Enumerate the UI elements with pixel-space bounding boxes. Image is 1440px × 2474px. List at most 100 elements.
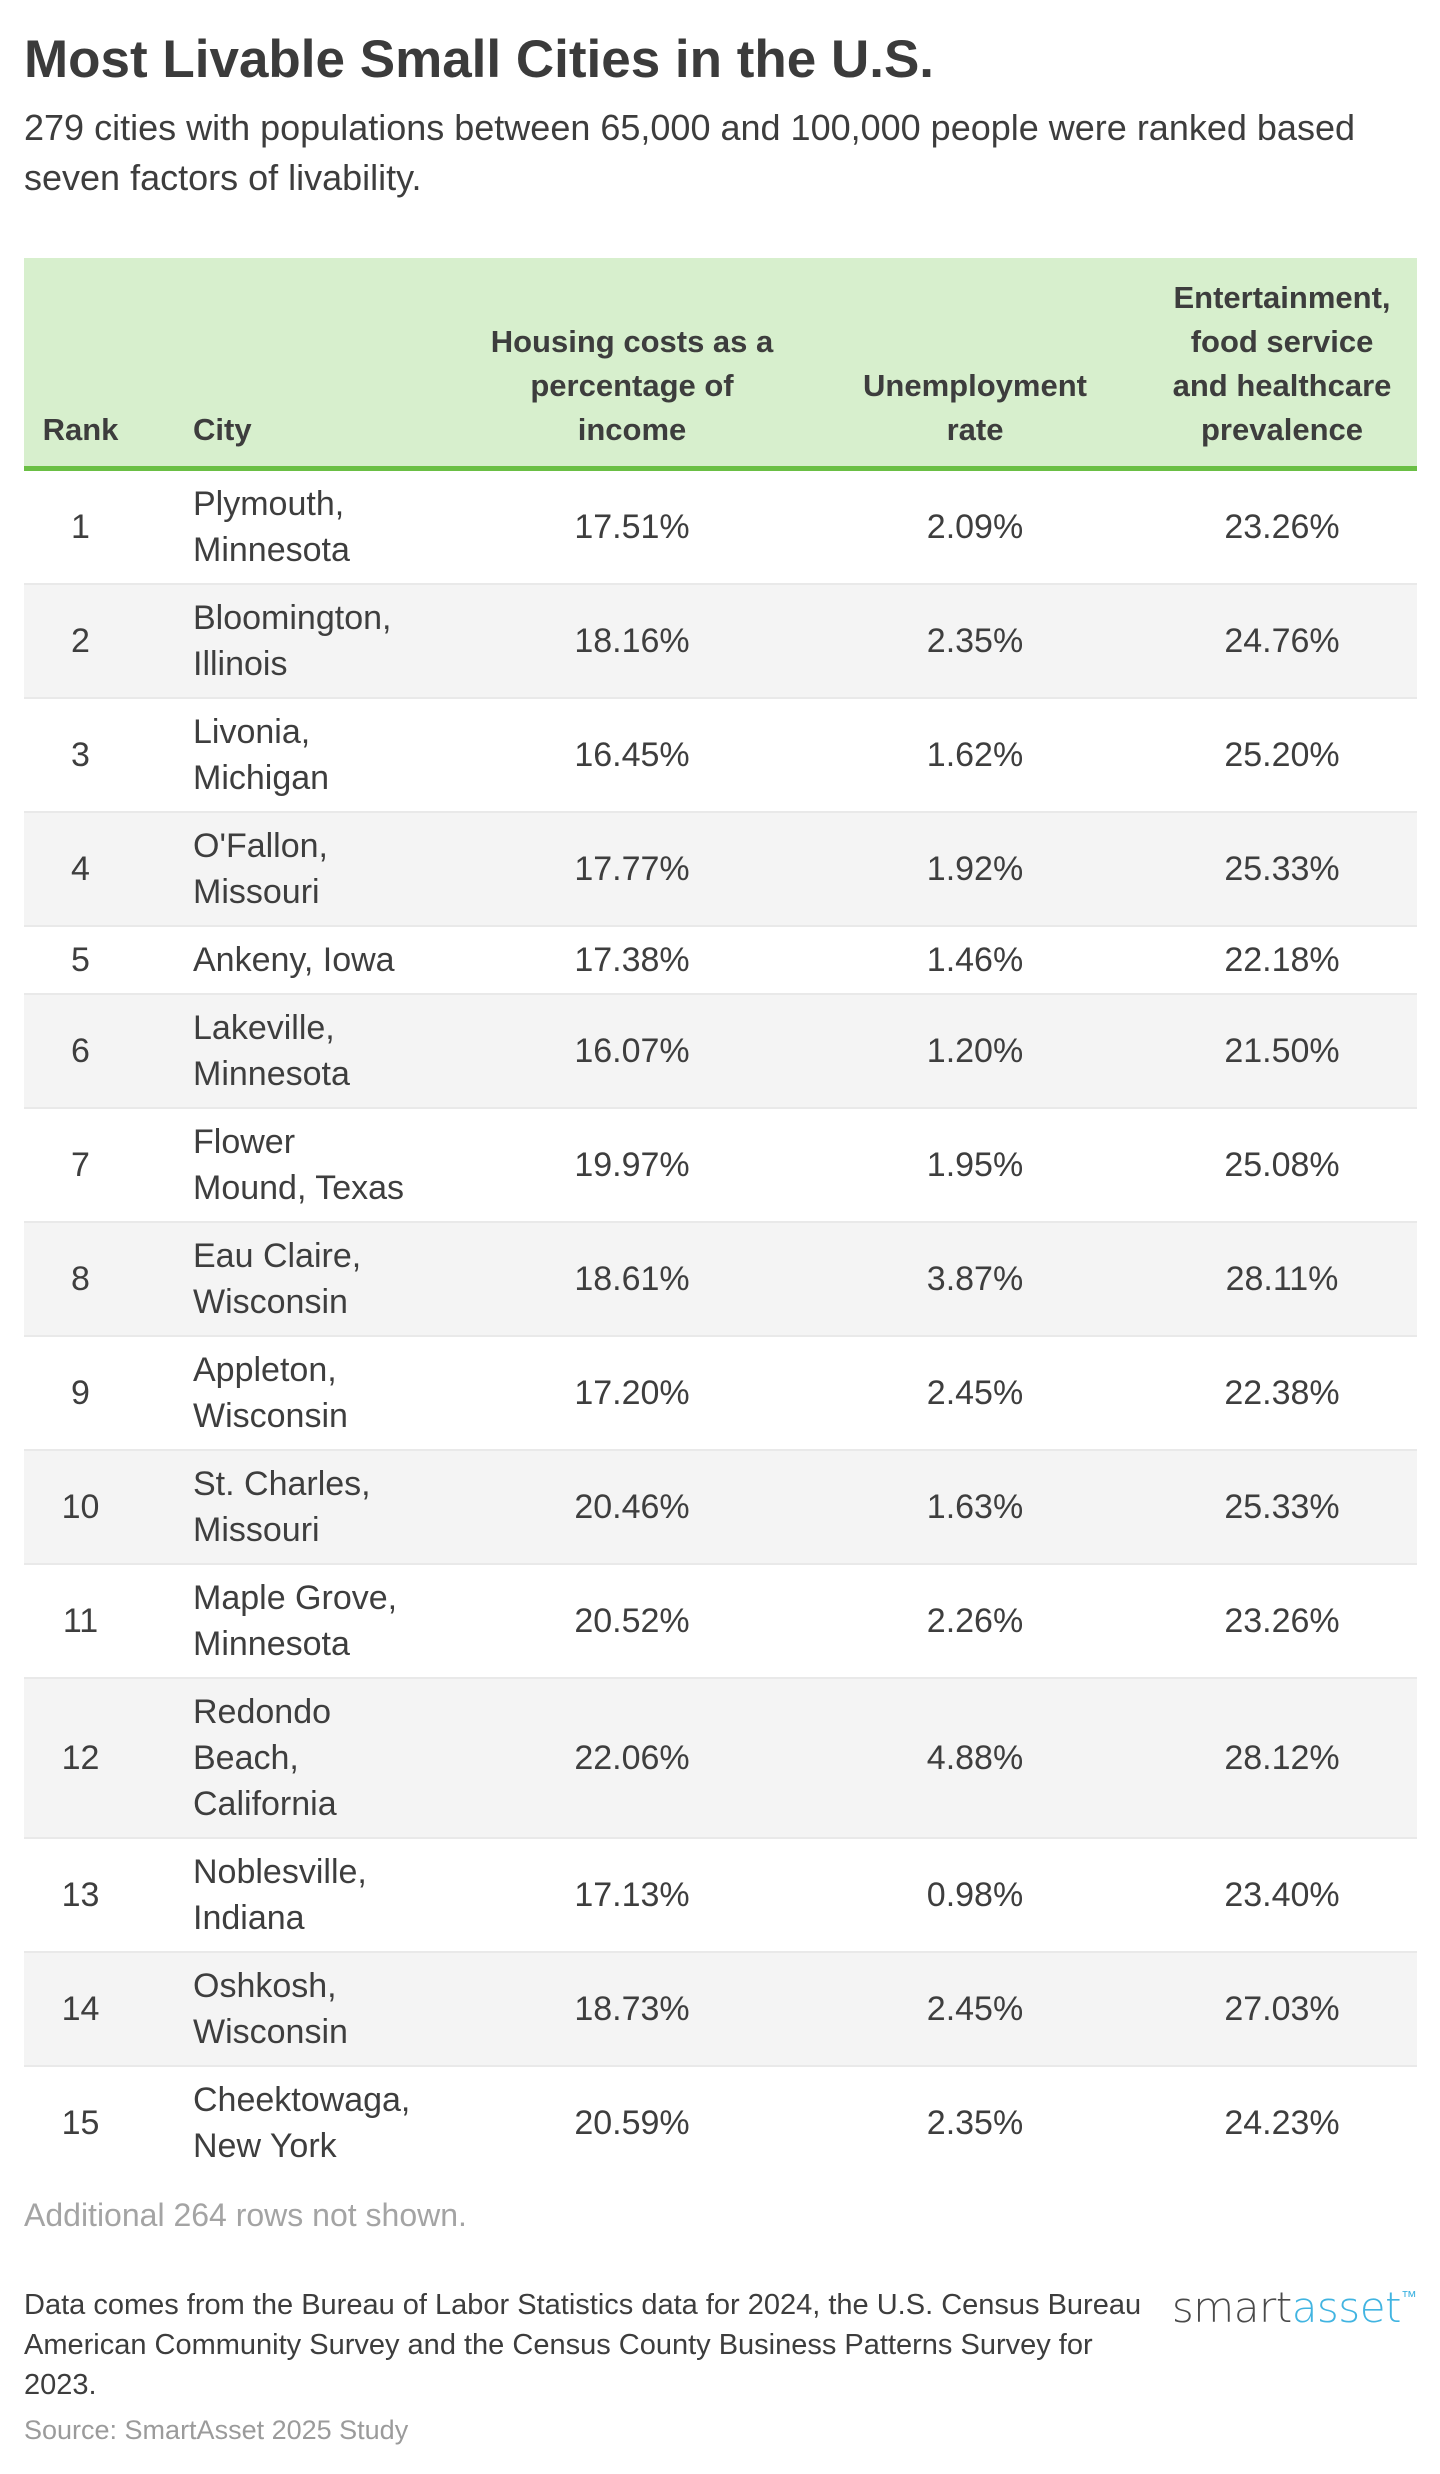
table-row: 13 Noblesville, Indiana 17.13% 0.98% 23.40% bbox=[24, 1836, 1417, 1952]
page-subtitle: 279 cities with populations between 65,0… bbox=[24, 106, 1355, 198]
entertainment-prevalence-cell: 25.33% bbox=[1147, 810, 1417, 926]
source-line: Source: SmartAsset 2025 Study bbox=[24, 2414, 409, 2445]
unemployment-rate-cell: 3.87% bbox=[803, 1220, 1147, 1336]
rank-cell: 10 bbox=[24, 1448, 137, 1564]
city-cell: Eau Claire, Wisconsin bbox=[137, 1220, 461, 1336]
unemployment-rate-cell: 1.46% bbox=[803, 924, 1147, 994]
city-cell: Lakeville, Minnesota bbox=[137, 992, 461, 1108]
housing-cost-cell: 17.13% bbox=[461, 1836, 803, 1952]
rank-cell: 7 bbox=[24, 1106, 137, 1222]
rank-cell: 1 bbox=[71, 507, 90, 546]
rank-cell: 3 bbox=[24, 696, 137, 812]
entertainment-prevalence-cell: 25.33% bbox=[1147, 1448, 1417, 1564]
table-row: 4 O'Fallon, Missouri 17.77% 1.92% 25.33% bbox=[24, 810, 1417, 926]
city-cell: Ankeny, Iowa bbox=[137, 924, 461, 994]
rank-cell: 13 bbox=[24, 1836, 137, 1952]
housing-cost-cell: 17.77% bbox=[461, 810, 803, 926]
housing-cost-cell: 20.52% bbox=[461, 1562, 803, 1678]
unemployment-rate-cell: 2.45% bbox=[803, 1950, 1147, 2066]
unemployment-rate-cell: 1.20% bbox=[803, 992, 1147, 1108]
table-row: 9 Appleton, Wisconsin 17.20% 2.45% 22.38% bbox=[24, 1334, 1417, 1450]
table-row: 5 Ankeny, Iowa 17.38% 1.46% 22.18% bbox=[24, 924, 1417, 994]
unemployment-rate-cell: 2.26% bbox=[803, 1562, 1147, 1678]
logo-asset-text: asset bbox=[1291, 2282, 1402, 2332]
table-row: 10 St. Charles, Missouri 20.46% 1.63% 25.33% bbox=[24, 1448, 1417, 1564]
unemployment-rate-cell: 0.98% bbox=[803, 1836, 1147, 1952]
entertainment-prevalence-cell: 21.50% bbox=[1147, 992, 1417, 1108]
column-header-entertainment-prevalence: Entertainment, food service and healthca… bbox=[1147, 257, 1417, 471]
housing-cost-cell: 22.06% bbox=[461, 1676, 803, 1838]
city-cell: Flower Mound, Texas bbox=[137, 1106, 461, 1222]
table-row: 1 Plymouth, Minnesota 17.51% 2.09% 23.26% bbox=[24, 468, 1417, 584]
livability-table: Rank City Housing costs as a percentage … bbox=[24, 257, 1417, 2179]
unemployment-rate-cell: 2.09% bbox=[926, 507, 1024, 546]
housing-cost-cell: 17.51% bbox=[574, 507, 690, 546]
housing-cost-cell: 19.97% bbox=[461, 1106, 803, 1222]
logo-smart-text: smart bbox=[1171, 2282, 1292, 2332]
housing-cost-cell: 17.38% bbox=[461, 924, 803, 994]
entertainment-prevalence-cell: 23.26% bbox=[1224, 507, 1340, 546]
table-header-row: Rank City Housing costs as a percentage … bbox=[24, 257, 1417, 471]
column-header-city: City bbox=[137, 257, 461, 471]
city-cell: O'Fallon, Missouri bbox=[137, 810, 461, 926]
unemployment-rate-cell: 4.88% bbox=[803, 1676, 1147, 1838]
city-cell: Noblesville, Indiana bbox=[137, 1836, 461, 1952]
table-body: 1 Plymouth, Minnesota 17.51% 2.09% 23.26% 2 Bl… bbox=[24, 468, 1417, 2179]
housing-cost-cell: 20.46% bbox=[461, 1448, 803, 1564]
unemployment-rate-cell: 1.92% bbox=[803, 810, 1147, 926]
city-cell: Bloomington, Illinois bbox=[137, 582, 461, 698]
column-header-rank: Rank bbox=[24, 257, 137, 471]
column-header-housing-costs: Housing costs as a percentage of income bbox=[461, 257, 803, 471]
city-cell: Oshkosh, Wisconsin bbox=[137, 1950, 461, 2066]
rank-cell: 4 bbox=[24, 810, 137, 926]
entertainment-prevalence-cell: 28.11% bbox=[1147, 1220, 1417, 1336]
footer: Data comes from the Bureau of Labor Stat… bbox=[24, 2285, 1417, 2405]
table-row: 7 Flower Mound, Texas 19.97% 1.95% 25.08% bbox=[24, 1106, 1417, 1222]
unemployment-rate-cell: 2.45% bbox=[803, 1334, 1147, 1450]
entertainment-prevalence-cell: 23.40% bbox=[1147, 1836, 1417, 1952]
unemployment-rate-cell: 1.62% bbox=[803, 696, 1147, 812]
city-cell: Appleton, Wisconsin bbox=[137, 1334, 461, 1450]
table-row: 15 Cheektowaga, New York 20.59% 2.35% 24.23% bbox=[24, 2064, 1417, 2179]
rank-cell: 2 bbox=[24, 582, 137, 698]
city-cell: Redondo Beach, California bbox=[137, 1676, 461, 1838]
column-header-unemployment-rate: Unemployment rate bbox=[803, 257, 1147, 471]
entertainment-prevalence-cell: 24.76% bbox=[1147, 582, 1417, 698]
housing-cost-cell: 18.16% bbox=[461, 582, 803, 698]
table-row: 12 Redondo Beach, California 22.06% 4.88% 28… bbox=[24, 1676, 1417, 1838]
rank-cell: 9 bbox=[24, 1334, 137, 1450]
table-row: 6 Lakeville, Minnesota 16.07% 1.20% 21.50% bbox=[24, 992, 1417, 1108]
rank-cell: 14 bbox=[24, 1950, 137, 2066]
unemployment-rate-cell: 2.35% bbox=[803, 582, 1147, 698]
page-title: Most Livable Small Cities in the U.S. bbox=[24, 30, 935, 89]
rank-cell: 11 bbox=[24, 1562, 137, 1678]
rank-cell: 6 bbox=[24, 992, 137, 1108]
data-disclaimer: Data comes from the Bureau of Labor Stat… bbox=[24, 2288, 1142, 2401]
table-row: 8 Eau Claire, Wisconsin 18.61% 3.87% 28.11% bbox=[24, 1220, 1417, 1336]
housing-cost-cell: 17.20% bbox=[461, 1334, 803, 1450]
entertainment-prevalence-cell: 25.08% bbox=[1147, 1106, 1417, 1222]
entertainment-prevalence-cell: 27.03% bbox=[1147, 1950, 1417, 2066]
rank-cell: 8 bbox=[24, 1220, 137, 1336]
table-row: 11 Maple Grove, Minnesota 20.52% 2.26% 23.26… bbox=[24, 1562, 1417, 1678]
unemployment-rate-cell: 1.95% bbox=[803, 1106, 1147, 1222]
logo-trademark-symbol: ™ bbox=[1401, 2286, 1417, 2306]
rank-cell: 12 bbox=[24, 1676, 137, 1838]
entertainment-prevalence-cell: 25.20% bbox=[1147, 696, 1417, 812]
city-cell: Livonia, Michigan bbox=[137, 696, 461, 812]
housing-cost-cell: 16.07% bbox=[461, 992, 803, 1108]
housing-cost-cell: 20.59% bbox=[461, 2064, 803, 2179]
entertainment-prevalence-cell: 28.12% bbox=[1147, 1676, 1417, 1838]
table-row: 14 Oshkosh, Wisconsin 18.73% 2.45% 27.03% bbox=[24, 1950, 1417, 2066]
unemployment-rate-cell: 1.63% bbox=[803, 1448, 1147, 1564]
smartasset-logo: smartasset™ bbox=[1172, 2286, 1417, 2338]
city-cell: Plymouth, Minnesota bbox=[193, 484, 350, 569]
city-cell: Cheektowaga, New York bbox=[137, 2064, 461, 2179]
table-row: 2 Bloomington, Illinois 18.16% 2.35% 24.76% bbox=[24, 582, 1417, 698]
housing-cost-cell: 16.45% bbox=[461, 696, 803, 812]
city-cell: St. Charles, Missouri bbox=[137, 1448, 461, 1564]
housing-cost-cell: 18.73% bbox=[461, 1950, 803, 2066]
entertainment-prevalence-cell: 22.18% bbox=[1147, 924, 1417, 994]
entertainment-prevalence-cell: 24.23% bbox=[1147, 2064, 1417, 2179]
table-note: Additional 264 rows not shown. bbox=[24, 2196, 467, 2233]
